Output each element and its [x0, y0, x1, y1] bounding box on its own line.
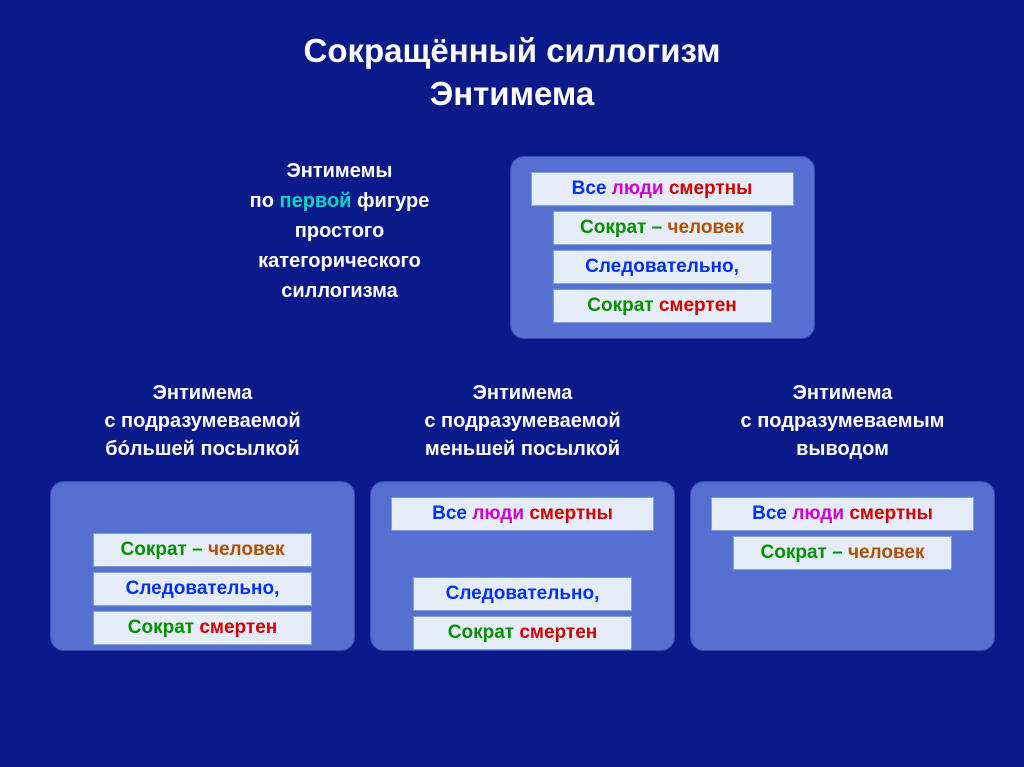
col-implied-minor: Энтимема с подразумеваемой меньшей посыл… — [370, 379, 675, 651]
premise-minor: Сократ – человек — [553, 211, 772, 245]
bottom-section: Энтимема с подразумеваемой бо́льшей посы… — [50, 379, 974, 651]
top-row: Энтимемы по первой фигуре простого катег… — [50, 156, 974, 339]
premise-minor: Сократ – человек — [93, 533, 312, 567]
intro-text: Энтимемы по первой фигуре простого катег… — [210, 156, 470, 306]
title-line-2: Энтимема — [430, 75, 595, 112]
premise-major: Все люди смертны — [711, 497, 974, 531]
col-implied-conclusion: Энтимема с подразумеваемым выводом Все л… — [690, 379, 995, 651]
premise-minor: Сократ – человек — [733, 536, 952, 570]
intro-l2a: по — [250, 190, 280, 212]
premise-major: Все люди смертны — [391, 497, 654, 531]
conclusion: Сократ смертен — [413, 616, 632, 650]
intro-l2b: первой — [280, 190, 352, 212]
spacer — [383, 536, 662, 572]
col3-label: Энтимема с подразумеваемым выводом — [741, 379, 945, 463]
panel-implied-major: Сократ – человек Следовательно, Сократ с… — [50, 481, 355, 651]
col-implied-major: Энтимема с подразумеваемой бо́льшей посы… — [50, 379, 355, 651]
conclusion: Сократ смертен — [93, 611, 312, 645]
intro-l5: силлогизма — [281, 280, 398, 302]
panel-implied-minor: Все люди смертны Следовательно, Сократ с… — [370, 481, 675, 651]
col2-label: Энтимема с подразумеваемой меньшей посыл… — [424, 379, 620, 463]
full-syllogism-panel: Все люди смертны Сократ – человек Следов… — [510, 156, 815, 339]
intro-l2c: фигуре — [351, 190, 429, 212]
intro-l1: Энтимемы — [287, 160, 393, 182]
intro-l3: простого — [295, 220, 384, 242]
premise-major: Все люди смертны — [531, 172, 794, 206]
therefore: Следовательно, — [413, 577, 632, 611]
panel-implied-conclusion: Все люди смертны Сократ – человек — [690, 481, 995, 651]
conclusion: Сократ смертен — [553, 289, 772, 323]
therefore: Следовательно, — [553, 250, 772, 284]
title-line-1: Сокращённый силлогизм — [303, 32, 720, 69]
intro-l4: категорического — [258, 250, 421, 272]
spacer — [63, 492, 342, 528]
col1-label: Энтимема с подразумеваемой бо́льшей посы… — [104, 379, 300, 463]
therefore: Следовательно, — [93, 572, 312, 606]
page-title: Сокращённый силлогизм Энтимема — [50, 30, 974, 116]
